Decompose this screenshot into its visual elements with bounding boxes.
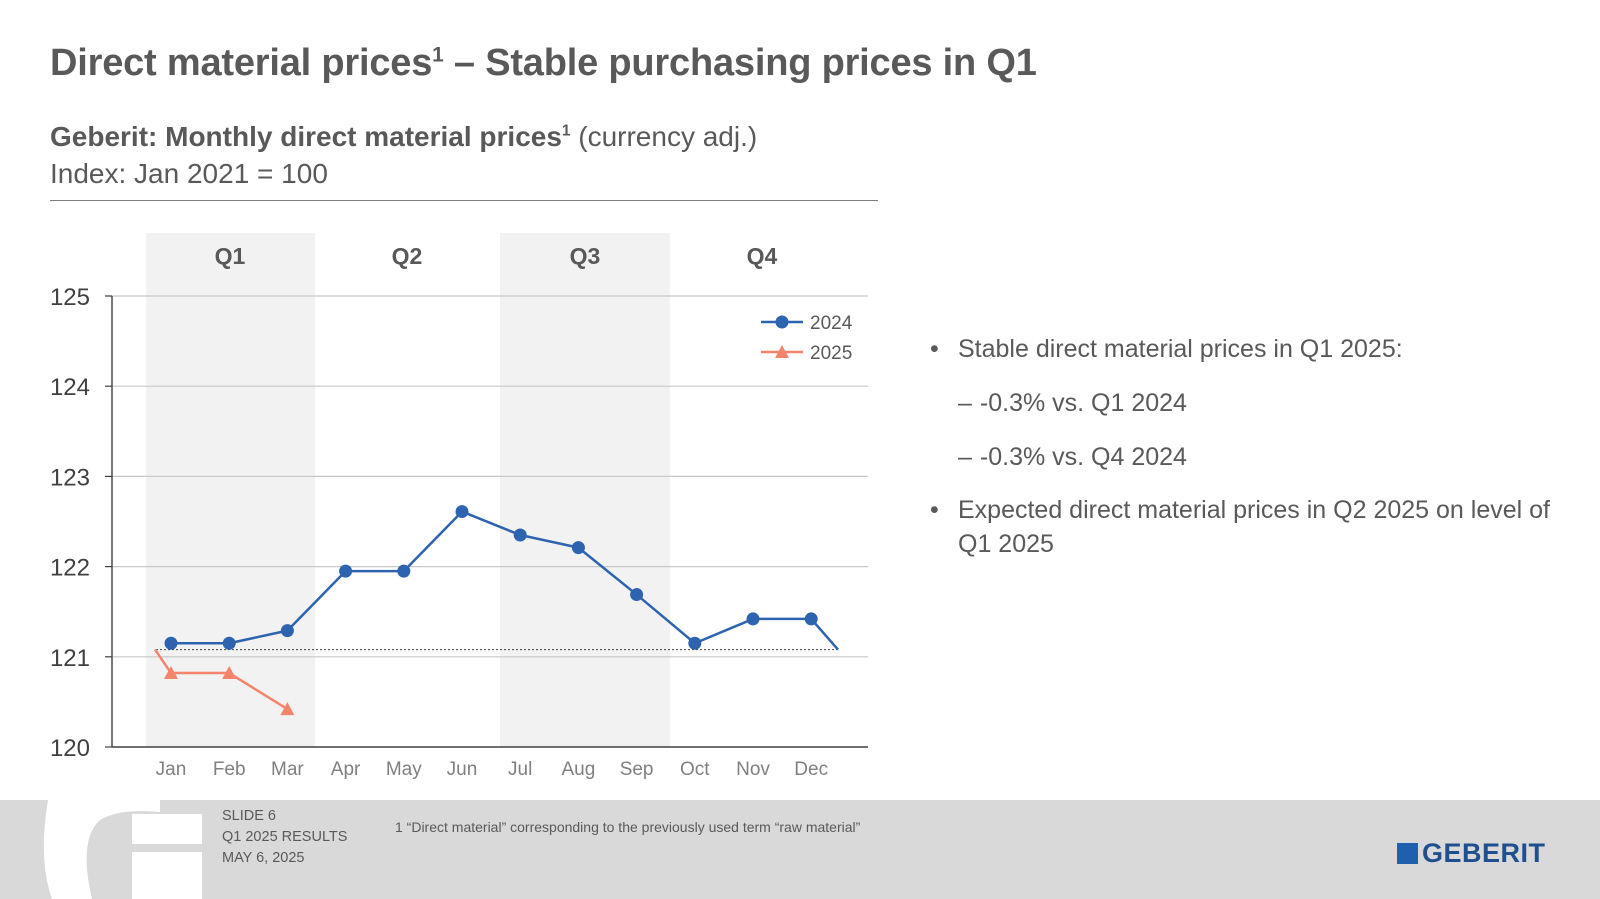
footer-bar: SLIDE 6 Q1 2025 RESULTS MAY 6, 2025 1 “D… xyxy=(0,800,1600,899)
axes xyxy=(105,295,868,748)
x-tick-label-sep: Sep xyxy=(620,759,654,780)
dash-marker: – xyxy=(958,389,972,417)
logo-square-icon xyxy=(1397,842,1418,864)
data-point-2024 xyxy=(513,528,527,542)
series-line-2025 xyxy=(153,648,289,711)
quarter-bands xyxy=(146,233,670,747)
x-tick-label-dec: Dec xyxy=(794,759,828,780)
data-point-2024 xyxy=(746,612,760,626)
x-tick-label-mar: Mar xyxy=(271,759,304,780)
subtitle-footnote-marker: 1 xyxy=(561,122,571,140)
title-main: Direct material prices xyxy=(50,42,433,84)
y-tick-label: 120 xyxy=(50,735,90,762)
x-tick-label-jun: Jun xyxy=(447,759,478,780)
quarter-label-q3: Q3 xyxy=(570,243,601,269)
legend: 2024 2025 xyxy=(761,313,853,364)
data-point-2025 xyxy=(280,702,295,716)
x-tick-label-may: May xyxy=(386,759,422,780)
x-tick-label-oct: Oct xyxy=(680,759,710,780)
x-tick-label-jul: Jul xyxy=(508,759,532,780)
quarter-band-q3 xyxy=(500,233,670,747)
x-tick-label-jan: Jan xyxy=(156,759,187,780)
bullet-text: Expected direct material prices in Q2 20… xyxy=(958,496,1550,558)
legend-marker-2025 xyxy=(775,345,789,358)
data-point-2024 xyxy=(397,564,411,578)
bullet-item: • Stable direct material prices in Q1 202… xyxy=(930,332,1570,366)
quarter-band-q1 xyxy=(146,233,315,747)
bullet-dot: • xyxy=(930,496,939,524)
header-divider xyxy=(50,200,878,201)
index-note: Index: Jan 2021 = 100 xyxy=(50,158,328,189)
data-point-2024 xyxy=(571,541,585,555)
quarter-label-q4: Q4 xyxy=(747,243,778,269)
footnote: 1 “Direct material” corresponding to the… xyxy=(395,819,861,835)
quarter-label-q2: Q2 xyxy=(392,243,423,269)
data-point-2024 xyxy=(339,564,353,578)
logo-wordmark: GEBERIT xyxy=(1422,838,1546,868)
data-point-2024 xyxy=(630,588,644,602)
x-tick-label-aug: Aug xyxy=(561,759,595,780)
sub-bullet-text: -0.3% vs. Q4 2024 xyxy=(979,443,1187,471)
data-point-2024 xyxy=(164,636,178,650)
quarter-labels: Q1 Q2 Q3 Q4 xyxy=(215,243,778,269)
y-tick-label: 123 xyxy=(50,464,90,491)
bullet-dot: • xyxy=(930,335,939,363)
title-footnote-marker: 1 xyxy=(432,43,444,67)
commentary: • Stable direct material prices in Q1 202… xyxy=(930,332,1570,561)
subtitle-rest: (currency adj.) xyxy=(570,121,758,152)
sub-bullet-text: -0.3% vs. Q1 2024 xyxy=(979,389,1187,417)
data-point-2024 xyxy=(455,505,469,519)
quarter-label-q1: Q1 xyxy=(215,243,246,269)
sub-bullet-item: – -0.3% vs. Q4 2024 xyxy=(930,440,1570,474)
x-tick-label-feb: Feb xyxy=(213,759,246,780)
slide-title: Direct material prices1 – Stable purchas… xyxy=(50,42,1037,85)
dash-marker: – xyxy=(958,443,972,471)
report-name: Q1 2025 RESULTS xyxy=(222,829,348,845)
legend-marker-2024 xyxy=(775,315,789,329)
y-tick-label: 122 xyxy=(50,555,90,582)
gridlines xyxy=(112,295,868,658)
y-tick-labels: 120 121 122 123 124 125 xyxy=(50,284,90,762)
data-point-2024 xyxy=(280,624,294,638)
geberit-logo: GEBERIT xyxy=(1397,838,1546,868)
x-tick-labels: Jan Feb Mar Apr May Jun Jul Aug Sep Oct Nov Dec xyxy=(156,759,828,780)
data-point-2024 xyxy=(688,636,702,650)
x-tick-label-nov: Nov xyxy=(736,759,770,780)
y-tick-label: 125 xyxy=(50,284,90,311)
legend-label-2024: 2024 xyxy=(810,313,853,334)
title-rest: – Stable purchasing prices in Q1 xyxy=(443,42,1037,84)
legend-label-2025: 2025 xyxy=(810,343,852,364)
y-tick-label: 121 xyxy=(50,645,90,672)
data-point-2024 xyxy=(222,636,236,650)
line-chart: Q1 Q2 Q3 Q4 120 121 122 123 124 125 Jan Feb Mar Apr… xyxy=(50,233,868,780)
series-group xyxy=(153,505,839,716)
bullet-text: Stable direct material prices in Q1 2025… xyxy=(958,335,1403,363)
data-point-2024 xyxy=(804,612,818,626)
slide-number: SLIDE 6 xyxy=(222,808,276,824)
x-tick-label-apr: Apr xyxy=(331,759,361,780)
geberit-g-watermark xyxy=(43,800,202,899)
report-date: MAY 6, 2025 xyxy=(222,850,305,866)
chart-subtitle: Geberit: Monthly direct material prices1… xyxy=(50,121,757,153)
sub-bullet-item: – -0.3% vs. Q1 2024 xyxy=(930,386,1570,420)
bullet-item: • Expected direct material prices in Q2 2… xyxy=(930,493,1570,561)
y-tick-label: 124 xyxy=(50,374,90,401)
data-point-2025 xyxy=(164,666,178,680)
subtitle-bold: Geberit: Monthly direct material prices xyxy=(50,121,562,152)
data-point-2025 xyxy=(222,666,237,680)
